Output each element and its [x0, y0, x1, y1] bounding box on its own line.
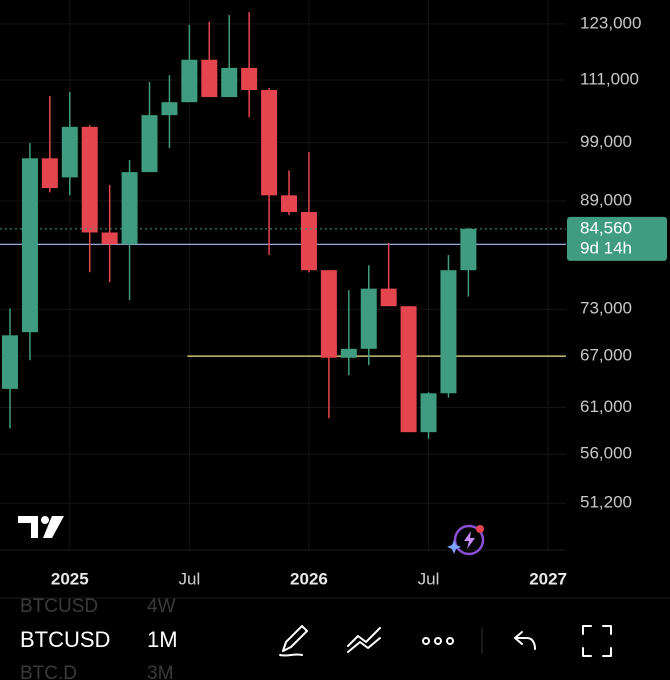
more-button[interactable] [422, 637, 454, 645]
x-tick-label: 2025 [51, 569, 89, 588]
candle-body [21, 158, 38, 333]
candle-body [380, 288, 397, 307]
candle-body [261, 89, 278, 196]
x-tick-label: Jul [179, 569, 201, 588]
interval[interactable]: 1M [147, 627, 178, 652]
candle-body [181, 59, 198, 103]
y-tick-label: 123,000 [580, 13, 641, 32]
candle-body [440, 270, 457, 394]
candle-body [320, 270, 337, 358]
price-label-box [567, 216, 667, 261]
y-tick-label: 61,000 [580, 397, 632, 416]
y-tick-label: 89,000 [580, 190, 632, 209]
y-tick-label: 111,000 [580, 70, 639, 89]
candle-body [460, 228, 477, 271]
candle-body [101, 232, 118, 245]
candle-body [241, 67, 258, 90]
next-symbol[interactable]: BTC.D [20, 663, 77, 680]
next-interval[interactable]: 3M [147, 663, 173, 680]
y-tick-label: 73,000 [580, 299, 632, 318]
candle-body [81, 126, 98, 233]
fullscreen-button[interactable] [582, 625, 612, 657]
candle-body [141, 115, 158, 173]
trend-tool[interactable] [347, 627, 381, 653]
countdown: 9d 14h [580, 238, 632, 257]
symbol[interactable]: BTCUSD [20, 627, 110, 652]
candle-body [300, 212, 317, 271]
undo-button[interactable] [514, 631, 536, 650]
y-tick-label: 67,000 [580, 346, 632, 365]
prev-symbol[interactable]: BTCUSD [20, 596, 98, 617]
logo [18, 516, 64, 538]
candle-body [61, 126, 78, 178]
draw-tool[interactable] [279, 625, 308, 657]
plot [0, 12, 566, 439]
candle-body [2, 335, 18, 389]
y-tick-label: 99,000 [580, 132, 632, 151]
candle-body [420, 393, 437, 433]
candle-body [400, 306, 417, 433]
y-tick-label: 56,000 [580, 444, 632, 463]
candle-body [340, 348, 357, 358]
last-price-label: 84,560 [580, 218, 632, 237]
candle-body [281, 195, 298, 213]
x-tick-label: Jul [418, 569, 440, 588]
assistant-icon[interactable] [447, 524, 485, 556]
y-tick-label: 51,200 [580, 493, 632, 512]
candle-body [161, 102, 178, 116]
candle-body [360, 288, 377, 349]
candle-body [41, 158, 58, 189]
x-tick-label: 2027 [529, 569, 567, 588]
candle-body [221, 67, 238, 98]
x-tick-label: 2026 [290, 569, 328, 588]
candle-body [201, 59, 218, 98]
prev-interval[interactable]: 4W [147, 596, 176, 617]
candle-body [121, 172, 138, 245]
